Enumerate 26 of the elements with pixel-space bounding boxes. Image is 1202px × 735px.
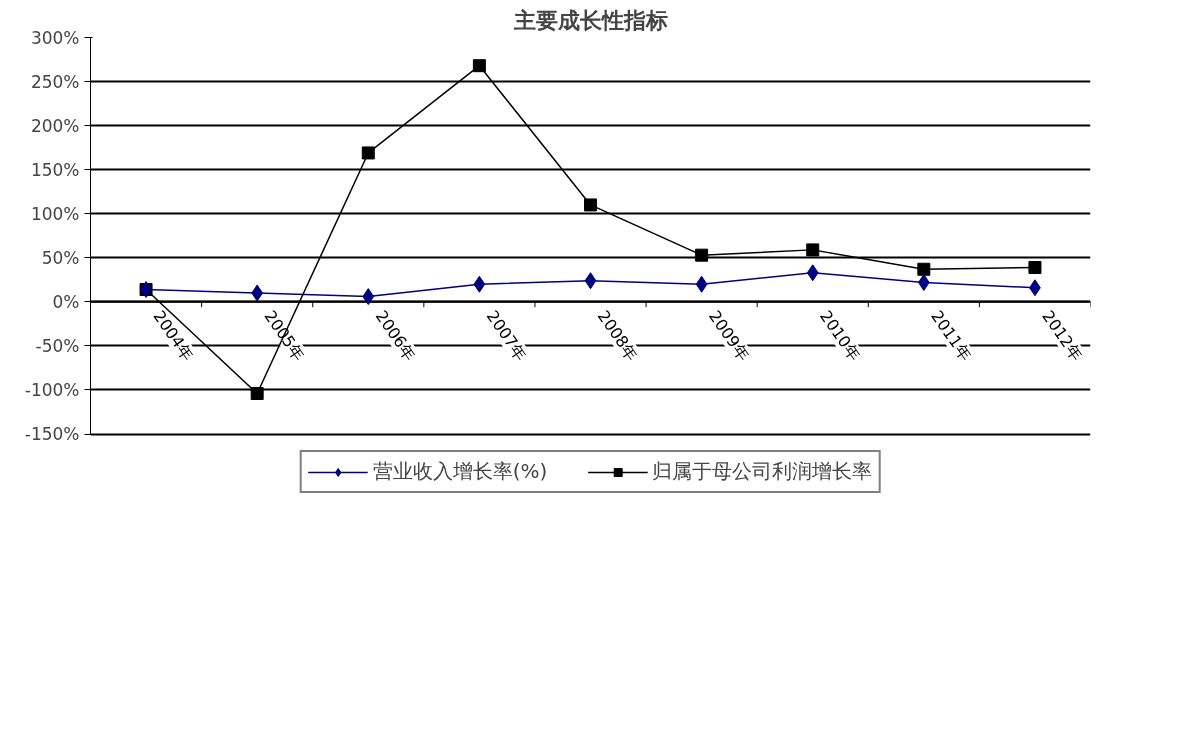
- legend-label: 营业收入增长率(%): [372, 458, 548, 485]
- y-tick-label: 150%: [30, 159, 80, 180]
- point: [584, 198, 597, 212]
- point: [695, 248, 709, 262]
- point: [472, 59, 486, 73]
- legend-label: 归属于母公司利润增长率: [652, 458, 873, 485]
- y-tick-label: -50%: [35, 335, 80, 356]
- y-tick-label: 100%: [30, 203, 80, 224]
- point: [250, 387, 264, 401]
- y-tick-label: 250%: [30, 71, 80, 92]
- point: [1028, 261, 1042, 274]
- point: [584, 272, 597, 290]
- point: [361, 146, 375, 160]
- y-tick-label: 200%: [30, 115, 80, 136]
- y-tick-label: -150%: [24, 424, 80, 445]
- y-tick-label: 300%: [30, 27, 80, 48]
- point: [695, 275, 708, 293]
- y-tick-label: 0%: [52, 291, 80, 312]
- chart-title: 主要成长性指标: [512, 7, 668, 33]
- point: [473, 275, 486, 293]
- point: [917, 262, 931, 276]
- y-tick-label: -100%: [24, 379, 80, 400]
- y-tick-label: 50%: [41, 247, 80, 268]
- point: [806, 243, 820, 257]
- point: [806, 264, 819, 282]
- point: [362, 288, 375, 306]
